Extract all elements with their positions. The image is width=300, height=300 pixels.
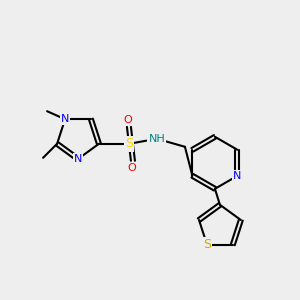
- Text: N: N: [74, 154, 82, 164]
- Text: NH: NH: [148, 134, 165, 144]
- Text: O: O: [124, 115, 132, 125]
- Text: O: O: [128, 163, 136, 173]
- Text: S: S: [203, 238, 211, 251]
- Text: N: N: [61, 114, 69, 124]
- Text: N: N: [233, 171, 242, 181]
- Text: S: S: [125, 137, 133, 150]
